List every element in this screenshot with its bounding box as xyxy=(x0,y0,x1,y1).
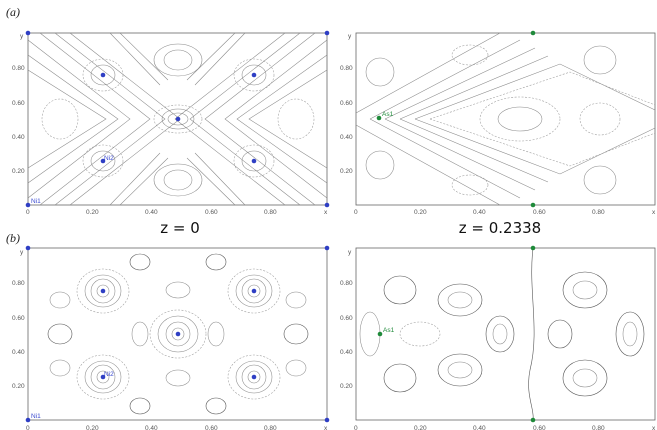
svg-text:0.60: 0.60 xyxy=(12,315,25,322)
svg-text:0.20: 0.20 xyxy=(86,209,99,216)
svg-text:y: y xyxy=(348,33,352,40)
svg-text:y: y xyxy=(348,249,352,256)
z-label-right: z = 0.2338 xyxy=(458,219,542,237)
svg-text:0.60: 0.60 xyxy=(205,209,218,216)
panel-label-a: (a) xyxy=(6,5,20,19)
contour-lines xyxy=(359,247,645,421)
svg-text:0.20: 0.20 xyxy=(12,383,25,390)
svg-text:x: x xyxy=(324,425,328,430)
svg-text:0.20: 0.20 xyxy=(340,168,353,175)
svg-text:0.80: 0.80 xyxy=(340,280,353,287)
svg-text:0.80: 0.80 xyxy=(592,209,605,216)
svg-text:0.60: 0.60 xyxy=(533,425,546,430)
svg-text:As1: As1 xyxy=(383,327,395,334)
svg-text:0.80: 0.80 xyxy=(264,425,277,430)
svg-text:0: 0 xyxy=(26,425,30,430)
svg-text:0.60: 0.60 xyxy=(205,425,218,430)
svg-text:0.40: 0.40 xyxy=(340,349,353,356)
svg-text:0.40: 0.40 xyxy=(145,209,158,216)
svg-text:0.20: 0.20 xyxy=(86,425,99,430)
svg-text:0.80: 0.80 xyxy=(592,425,605,430)
svg-text:0: 0 xyxy=(26,209,30,216)
axis-ticks: y x 0 0.20 0.40 0.60 0.80 0.20 0.40 0.60… xyxy=(12,33,328,216)
svg-text:0.40: 0.40 xyxy=(12,349,25,356)
panel-label-b: (b) xyxy=(6,231,20,245)
axis-ticks: y x 0 0.20 0.40 0.60 0.80 0.20 0.40 0.60… xyxy=(12,249,328,430)
svg-text:0.80: 0.80 xyxy=(12,65,25,72)
svg-text:0.20: 0.20 xyxy=(414,209,427,216)
contour-lines xyxy=(47,253,309,415)
svg-text:0.60: 0.60 xyxy=(340,315,353,322)
svg-text:0.80: 0.80 xyxy=(12,280,25,287)
y-axis-label: y xyxy=(20,33,24,40)
svg-text:Ni1: Ni1 xyxy=(31,413,41,420)
svg-text:0.80: 0.80 xyxy=(340,65,353,72)
svg-text:0.40: 0.40 xyxy=(12,134,25,141)
svg-text:0.20: 0.20 xyxy=(414,425,427,430)
svg-text:0.40: 0.40 xyxy=(473,425,486,430)
svg-text:0.40: 0.40 xyxy=(340,134,353,141)
svg-text:Ni2: Ni2 xyxy=(104,371,114,378)
atom-label-ni2: Ni2 xyxy=(104,155,114,162)
svg-text:0.80: 0.80 xyxy=(264,209,277,216)
z-label-left: z = 0 xyxy=(160,219,200,237)
atom-label-as1: As1 xyxy=(382,111,394,118)
svg-text:x: x xyxy=(652,425,656,430)
axis-ticks: y x 0 0.20 0.40 0.60 0.80 0.20 0.40 0.60… xyxy=(340,33,656,216)
svg-text:y: y xyxy=(20,249,24,256)
contour-lines xyxy=(355,32,656,206)
svg-text:0.20: 0.20 xyxy=(340,383,353,390)
svg-text:0.60: 0.60 xyxy=(340,100,353,107)
x-axis-label: x xyxy=(324,209,328,216)
atoms: As1 xyxy=(377,245,536,423)
svg-text:x: x xyxy=(652,209,656,216)
svg-text:0.60: 0.60 xyxy=(12,100,25,107)
axis-ticks: y x 0 0.20 0.40 0.60 0.80 0.20 0.40 0.60… xyxy=(340,249,656,430)
svg-text:0: 0 xyxy=(354,209,358,216)
svg-text:0.40: 0.40 xyxy=(473,209,486,216)
svg-text:0.60: 0.60 xyxy=(533,209,546,216)
atoms: As1 xyxy=(376,30,536,208)
svg-text:0.20: 0.20 xyxy=(12,168,25,175)
svg-text:0.40: 0.40 xyxy=(145,425,158,430)
atoms: Ni1 Ni2 xyxy=(25,30,330,208)
atoms: Ni1 Ni2 xyxy=(25,245,330,423)
atom-label-ni1: Ni1 xyxy=(31,198,41,205)
svg-text:0: 0 xyxy=(354,425,358,430)
